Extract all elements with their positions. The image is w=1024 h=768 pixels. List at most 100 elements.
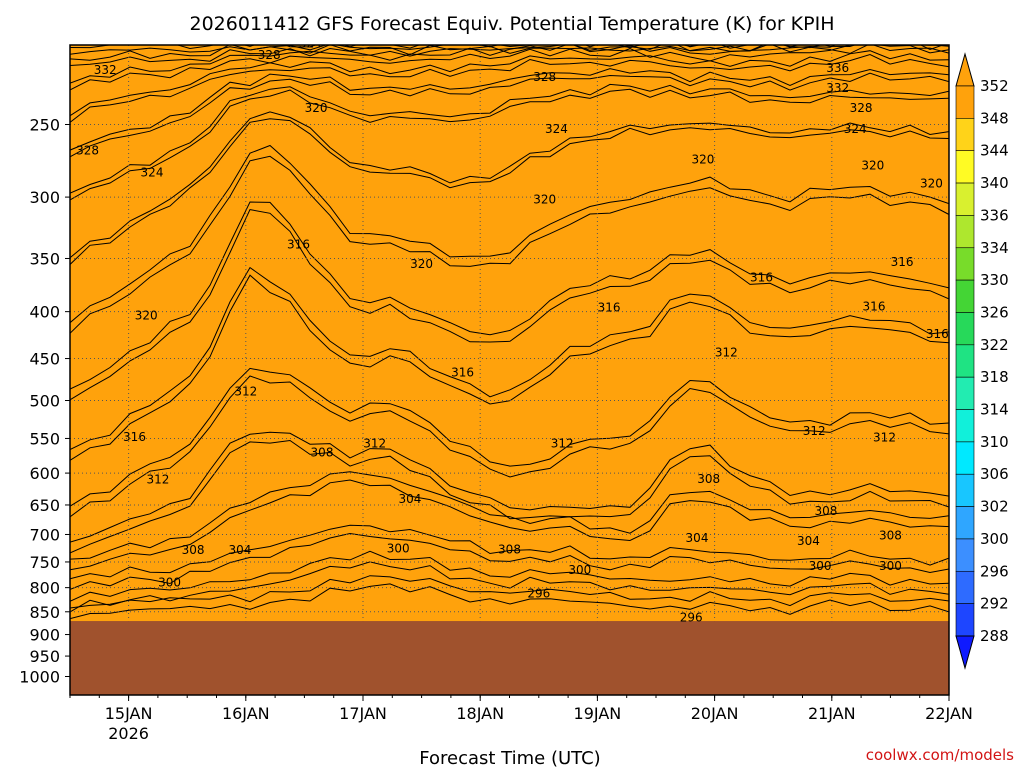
y-tick-label: 900 (29, 626, 60, 645)
contour-label: 328 (533, 70, 556, 84)
contour-label: 316 (891, 255, 914, 269)
contour-label: 312 (803, 424, 826, 438)
x-tick-label: 15JAN (105, 704, 153, 723)
colorbar-swatch (955, 182, 975, 216)
colorbar-min-arrow (955, 635, 975, 670)
colorbar-swatch (955, 441, 975, 475)
x-tick-label: 16JAN (222, 704, 270, 723)
contour-line (70, 266, 949, 451)
contour-line (70, 45, 949, 91)
contour-label: 320 (691, 153, 714, 167)
contour-line (70, 53, 949, 123)
contour-line (70, 524, 949, 580)
contour-line (70, 575, 949, 609)
contour-label: 328 (850, 101, 873, 115)
colorbar-label: 344 (980, 142, 1009, 160)
x-axis-title: Forecast Time (UTC) (419, 748, 600, 768)
colorbar-label: 318 (980, 368, 1009, 386)
contour-line (70, 201, 949, 390)
y-tick-label: 250 (29, 116, 60, 135)
contour-label: 336 (826, 61, 849, 75)
colorbar-label: 330 (980, 271, 1009, 289)
contour-label: 304 (686, 531, 709, 545)
x-tick-label: 21JAN (808, 704, 856, 723)
contour-label: 300 (809, 559, 832, 573)
contour-line (70, 72, 949, 158)
colorbar-swatch (955, 538, 975, 572)
colorbar-label: 300 (980, 530, 1009, 548)
contour-label: 316 (451, 366, 474, 380)
colorbar-label: 310 (980, 433, 1009, 451)
contour-label: 308 (498, 543, 521, 557)
colorbar-swatch (955, 279, 975, 313)
contour-label: 340 (850, 35, 873, 49)
colorbar-label: 348 (980, 109, 1009, 127)
band-356 (70, 45, 949, 695)
colorbar-label: 322 (980, 336, 1009, 354)
x-tick-label: 19JAN (574, 704, 622, 723)
colorbar-swatch (955, 85, 975, 119)
colorbar-label: 334 (980, 239, 1009, 257)
contour-line (70, 144, 949, 324)
colorbar-swatch (955, 150, 975, 184)
contour-line (70, 550, 949, 602)
contour-label: 312 (234, 385, 257, 399)
credit-text: coolwx.com/models (866, 746, 1014, 764)
colorbar-swatch (955, 570, 975, 604)
contour-label: 312 (873, 431, 896, 445)
contour-line (70, 583, 949, 620)
contour-line (70, 45, 949, 66)
colorbar-swatch (955, 506, 975, 540)
colorbar-swatch (955, 247, 975, 281)
contour-label: 328 (258, 48, 281, 62)
contour-label: 328 (76, 144, 99, 158)
y-tick-label: 450 (29, 350, 60, 369)
colorbar-label: 326 (980, 304, 1009, 322)
y-tick-label: 750 (29, 553, 60, 572)
y-tick-label: 550 (29, 430, 60, 449)
contour-line (70, 83, 949, 194)
contour-label: 316 (123, 430, 146, 444)
colorbar-label: 302 (980, 498, 1009, 516)
contour-line (70, 367, 949, 507)
y-tick-label: 300 (29, 188, 60, 207)
contour-label: 320 (135, 309, 158, 323)
contour-line (70, 68, 949, 151)
contour-label: 308 (697, 472, 720, 486)
colorbar-swatch (955, 603, 975, 637)
contour-label: 316 (750, 270, 773, 284)
contour-label: 308 (814, 504, 837, 518)
contour-label: 304 (797, 534, 820, 548)
colorbar-label: 336 (980, 206, 1009, 224)
contour-line (70, 50, 949, 117)
contour-line (70, 118, 949, 265)
contour-label: 296 (680, 610, 703, 624)
colorbar-swatch (955, 409, 975, 443)
colorbar-swatch (955, 312, 975, 346)
contour-label: 324 (299, 37, 322, 51)
colorbar-swatch (955, 118, 975, 152)
contour-line (70, 479, 949, 571)
contour-label: 296 (527, 587, 550, 601)
contour-label: 324 (141, 166, 164, 180)
contour-line (70, 431, 949, 543)
colorbar-swatch (955, 215, 975, 249)
contour-label: 320 (533, 193, 556, 207)
contour-label: 308 (311, 446, 334, 460)
contour-line (70, 155, 949, 334)
x-tick-label: 18JAN (456, 704, 504, 723)
contour-label: 320 (861, 158, 884, 172)
contour-label: 308 (879, 529, 902, 543)
y-tick-label: 500 (29, 392, 60, 411)
y-tick-label: 600 (29, 464, 60, 483)
contour-label: 316 (863, 300, 886, 314)
colorbar-swatch (955, 344, 975, 378)
contour-lines (70, 45, 949, 620)
x-tick-label: 22JAN (925, 704, 973, 723)
contour-label: 304 (398, 492, 421, 506)
colorbar-label: 306 (980, 465, 1009, 483)
y-axis: 250 300 350 400 450 500 550 600 650 700 750 800 850 9… (19, 116, 70, 687)
y-tick-label: 400 (29, 303, 60, 322)
